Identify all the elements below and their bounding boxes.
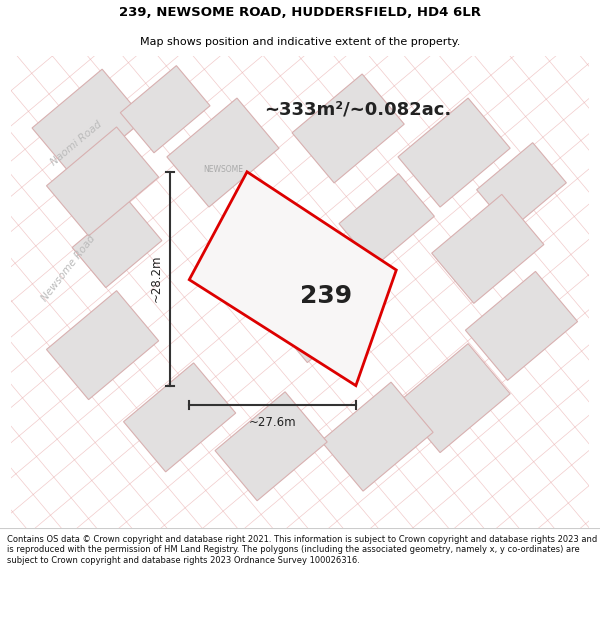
Polygon shape (398, 344, 510, 452)
Text: Naomi Road: Naomi Road (49, 119, 104, 167)
Polygon shape (124, 363, 236, 472)
Polygon shape (72, 201, 162, 288)
Polygon shape (46, 291, 158, 399)
Text: ~28.2m: ~28.2m (150, 255, 163, 302)
Polygon shape (292, 74, 404, 183)
Text: 239: 239 (300, 284, 352, 308)
Polygon shape (476, 142, 566, 230)
Polygon shape (32, 69, 144, 178)
Polygon shape (431, 194, 544, 303)
Text: Map shows position and indicative extent of the property.: Map shows position and indicative extent… (140, 38, 460, 47)
Text: NEWSOME: NEWSOME (203, 166, 244, 174)
Polygon shape (398, 98, 510, 207)
Text: ~333m²/~0.082ac.: ~333m²/~0.082ac. (264, 100, 451, 118)
Polygon shape (121, 66, 210, 152)
Polygon shape (189, 172, 397, 386)
Polygon shape (272, 270, 367, 362)
Polygon shape (339, 174, 434, 266)
Polygon shape (321, 382, 433, 491)
Polygon shape (466, 271, 578, 381)
Text: Newsome Road: Newsome Road (40, 233, 98, 303)
Text: 239, NEWSOME ROAD, HUDDERSFIELD, HD4 6LR: 239, NEWSOME ROAD, HUDDERSFIELD, HD4 6LR (119, 6, 481, 19)
Text: Contains OS data © Crown copyright and database right 2021. This information is : Contains OS data © Crown copyright and d… (7, 535, 598, 565)
Text: ~27.6m: ~27.6m (249, 416, 296, 429)
Polygon shape (215, 392, 327, 501)
Polygon shape (46, 127, 158, 236)
Polygon shape (167, 98, 279, 207)
